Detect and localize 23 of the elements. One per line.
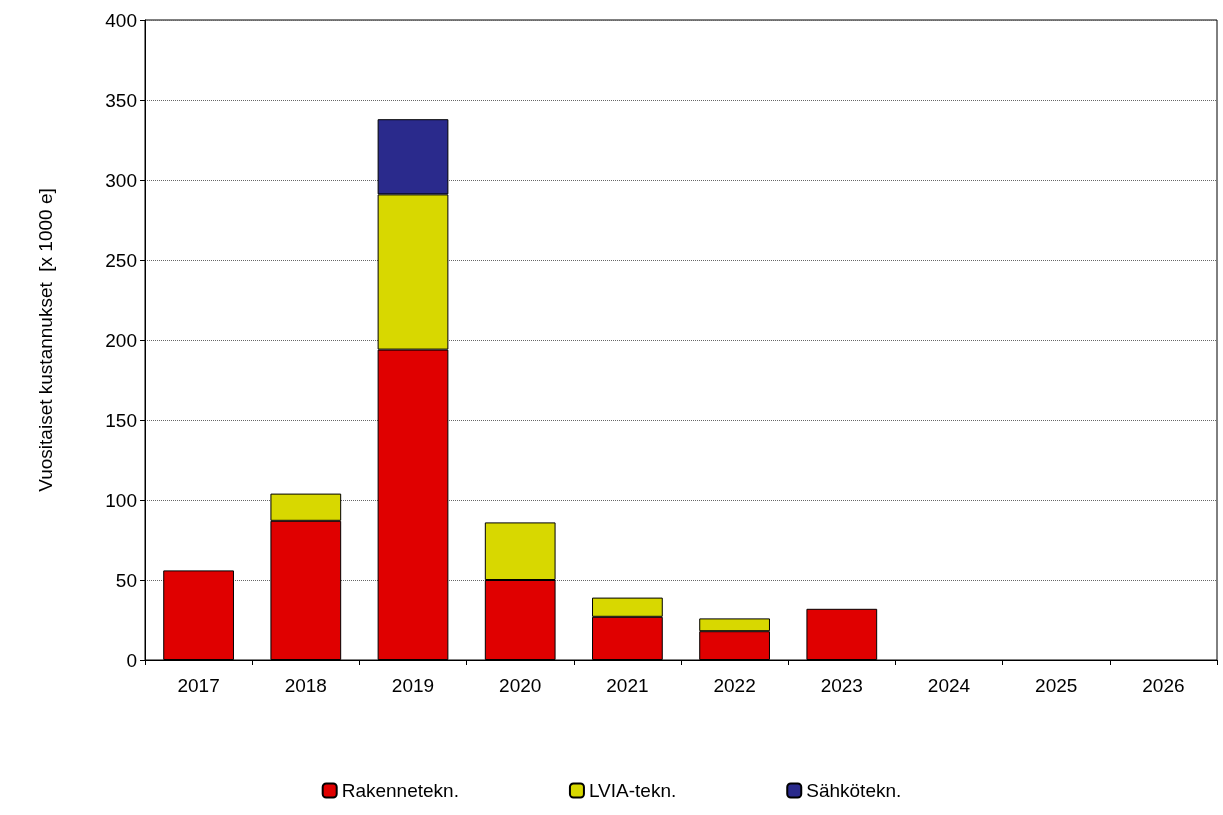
legend-label: Rakennetekn. — [341, 780, 459, 801]
x-tick-label: 2017 — [177, 675, 220, 696]
x-tick-label: 2024 — [927, 675, 971, 696]
y-tick-label: 50 — [115, 569, 137, 591]
y-tick-label: 350 — [105, 89, 137, 111]
y-tick-label: 0 — [126, 649, 137, 671]
x-tick-label: 2025 — [1035, 675, 1078, 696]
y-tick-label: 400 — [105, 9, 137, 31]
x-tick-label: 2020 — [499, 675, 542, 696]
legend-label: Sähkötekn. — [806, 780, 902, 801]
legend-label: LVIA-tekn. — [588, 780, 677, 801]
x-tick-label: 2021 — [606, 675, 649, 696]
x-tick-label: 2019 — [391, 675, 435, 696]
y-tick-label: 300 — [105, 169, 137, 191]
y-tick-label: 250 — [105, 249, 137, 271]
y-tick-label: 100 — [105, 489, 137, 511]
x-tick-label: 2023 — [820, 675, 863, 696]
x-tick-label: 2018 — [284, 675, 327, 696]
y-tick-label: 150 — [105, 409, 137, 431]
y-tick-label: 200 — [105, 329, 137, 351]
y-axis-title: Vuositaiset kustannukset [x 1000 e] — [35, 188, 56, 492]
x-tick-label: 2026 — [1142, 675, 1185, 696]
x-tick-label: 2022 — [713, 675, 756, 696]
